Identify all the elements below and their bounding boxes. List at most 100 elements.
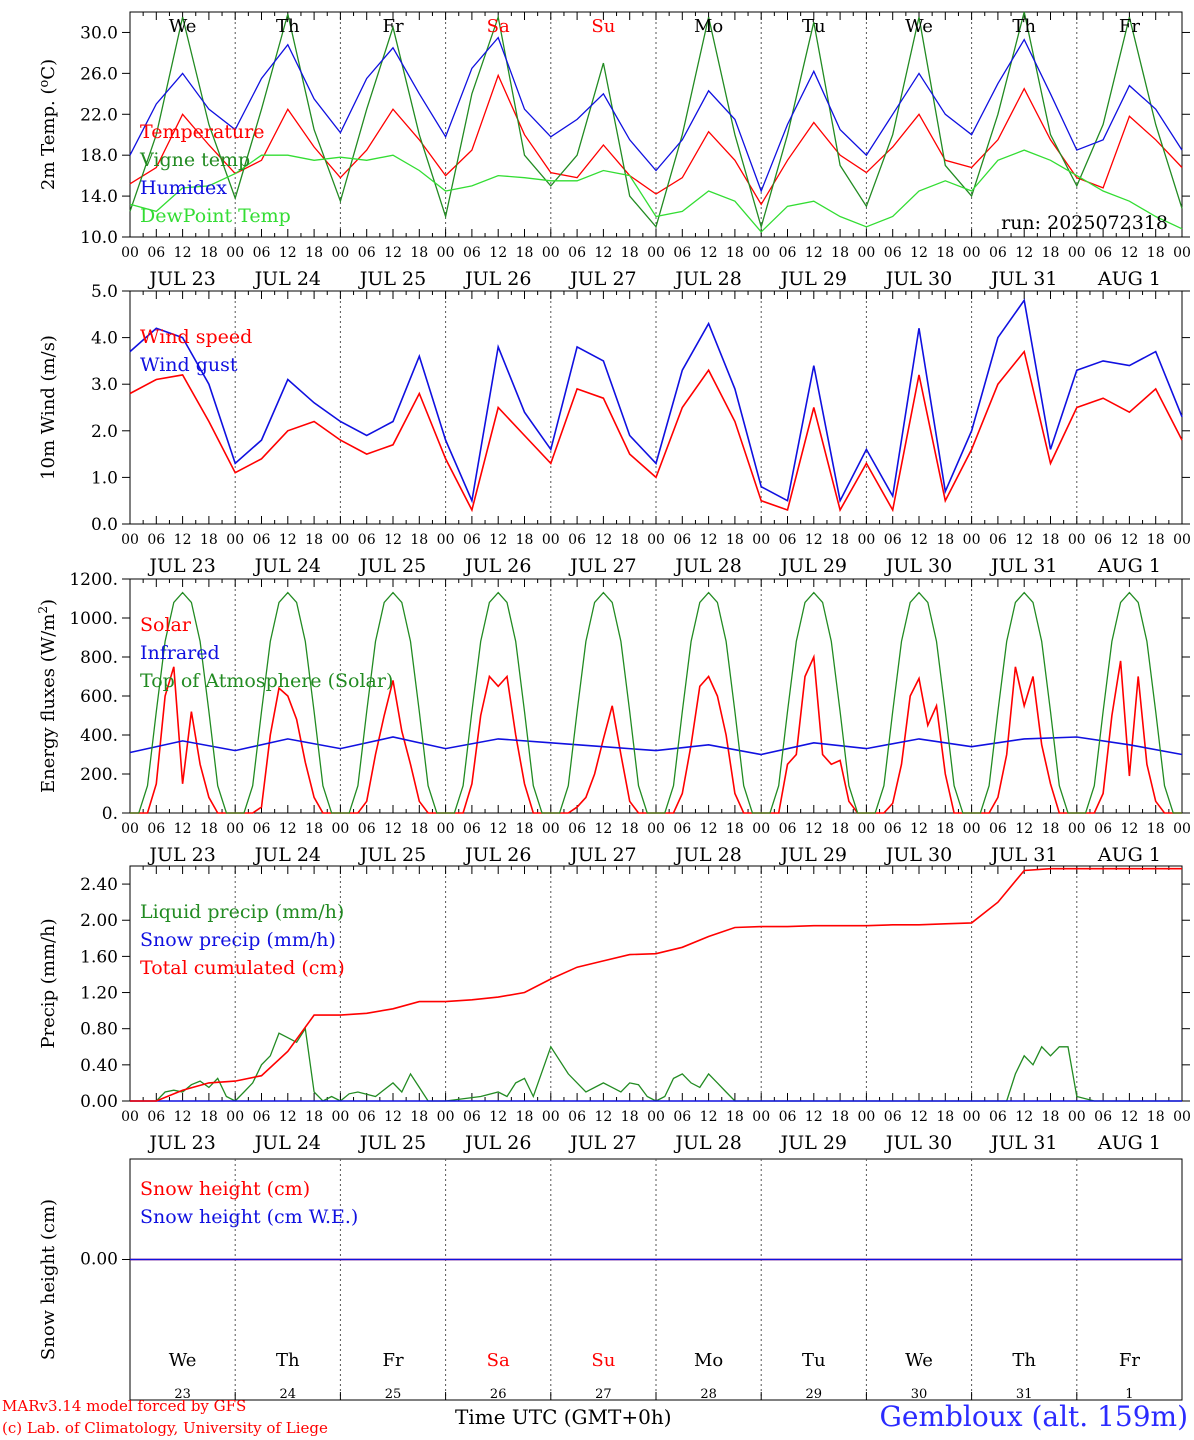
hour-tick-label: 12 [1015, 245, 1033, 261]
hour-tick-label: 00 [226, 245, 244, 261]
day-number-label: 29 [806, 1387, 823, 1402]
day-number-label: 1 [1125, 1387, 1133, 1402]
day-number-label: 24 [280, 1387, 297, 1402]
hour-tick-label: 06 [1094, 821, 1112, 837]
hour-tick-label: 00 [121, 1109, 139, 1125]
hour-tick-label: 00 [647, 821, 665, 837]
hour-tick-label: 18 [1042, 532, 1060, 548]
date-label: JUL 28 [673, 268, 741, 290]
weekday-label: We [169, 1350, 197, 1371]
hour-tick-label: 00 [963, 532, 981, 548]
date-label: JUL 30 [884, 1132, 952, 1154]
hour-tick-label: 06 [568, 532, 586, 548]
hour-tick-label: 18 [726, 532, 744, 548]
weekday-label: Fr [382, 16, 403, 37]
panel-1: 10.0 14.0 18.0 22.0 26.0 30.0 2m Temp. (oC) Tem… [37, 11, 1191, 290]
date-label: JUL 28 [673, 844, 741, 866]
hour-tick-label: 00 [331, 821, 349, 837]
weekday-label: Fr [1119, 1350, 1140, 1371]
day-number-label: 31 [1016, 1387, 1033, 1402]
hour-tick-label: 00 [437, 245, 455, 261]
weekday-label: We [905, 1350, 933, 1371]
hour-tick-label: 12 [489, 532, 507, 548]
y-tick-label: 10.0 [80, 228, 118, 248]
hour-tick-label: 12 [174, 532, 192, 548]
y-tick-label: 2.0 [91, 422, 118, 442]
hour-tick-label: 18 [621, 532, 639, 548]
hour-tick-label: 06 [358, 245, 376, 261]
superscript: 2 [36, 606, 50, 614]
date-label: JUL 27 [568, 555, 636, 577]
y-tick-label: 4.0 [91, 329, 118, 349]
y-tick-label: 14.0 [80, 187, 118, 207]
hour-tick-label: 18 [410, 821, 428, 837]
date-label: JUL 27 [568, 1132, 636, 1154]
hour-tick-label: 00 [226, 1109, 244, 1125]
y-tick-label: 800. [80, 648, 118, 668]
y-tick-label: 0.40 [80, 1056, 118, 1076]
weekday-label: Tu [802, 16, 826, 37]
hour-tick-label: 06 [884, 245, 902, 261]
hour-tick-label: 00 [542, 245, 560, 261]
hour-tick-label: 00 [752, 532, 770, 548]
hour-tick-label: 12 [384, 532, 402, 548]
hour-tick-label: 18 [831, 821, 849, 837]
weekday-label: Th [276, 1350, 300, 1371]
y-tick-label: 0.00 [80, 1092, 118, 1112]
hour-tick-label: 18 [516, 1109, 534, 1125]
y-axis-label: 2m Temp. (oC) [37, 59, 59, 190]
y-tick-label: 0.00 [80, 1250, 118, 1270]
hour-tick-label: 12 [1015, 821, 1033, 837]
date-label: AUG 1 [1097, 844, 1161, 866]
hour-tick-label: 12 [594, 532, 612, 548]
hour-tick-label: 00 [647, 245, 665, 261]
hour-tick-label: 00 [331, 1109, 349, 1125]
hour-tick-label: 06 [1094, 1109, 1112, 1125]
hour-tick-label: 06 [673, 245, 691, 261]
hour-tick-label: 00 [331, 245, 349, 261]
hour-tick-label: 12 [700, 245, 718, 261]
hour-tick-label: 00 [1173, 1109, 1191, 1125]
hour-tick-label: 12 [910, 245, 928, 261]
y-tick-label: 200. [80, 765, 118, 785]
hour-tick-label: 06 [358, 532, 376, 548]
day-number-label: 25 [385, 1387, 402, 1402]
hour-tick-label: 06 [463, 821, 481, 837]
date-label: JUL 30 [884, 555, 952, 577]
hour-tick-label: 00 [1068, 245, 1086, 261]
date-label: JUL 30 [884, 268, 952, 290]
hour-tick-label: 18 [1147, 245, 1165, 261]
hour-tick-label: 06 [147, 821, 165, 837]
hour-tick-label: 00 [226, 821, 244, 837]
hour-tick-label: 12 [489, 245, 507, 261]
hour-tick-label: 12 [910, 532, 928, 548]
hour-tick-label: 06 [779, 821, 797, 837]
hour-tick-label: 06 [568, 821, 586, 837]
hour-tick-label: 12 [910, 821, 928, 837]
hour-tick-label: 18 [305, 532, 323, 548]
y-tick-label: 600. [80, 687, 118, 707]
hour-tick-label: 18 [516, 245, 534, 261]
day-number-label: 27 [595, 1387, 612, 1402]
hour-tick-label: 12 [174, 245, 192, 261]
hour-tick-label: 06 [673, 532, 691, 548]
hour-tick-label: 18 [621, 245, 639, 261]
date-label: JUL 25 [358, 555, 426, 577]
date-label: JUL 28 [673, 1132, 741, 1154]
series-line-dewpoint-temp [129, 149, 1183, 233]
y-tick-label: 2.00 [80, 911, 118, 931]
date-label: AUG 1 [1097, 1132, 1161, 1154]
date-label: JUL 28 [673, 555, 741, 577]
hour-tick-label: 00 [857, 532, 875, 548]
date-label: JUL 25 [358, 844, 426, 866]
hour-tick-label: 00 [437, 1109, 455, 1125]
y-tick-label: 400. [80, 726, 118, 746]
hour-tick-label: 00 [1173, 532, 1191, 548]
hour-tick-label: 00 [857, 245, 875, 261]
hour-tick-label: 06 [568, 1109, 586, 1125]
date-label: JUL 27 [568, 844, 636, 866]
hour-tick-label: 06 [779, 532, 797, 548]
hour-tick-label: 06 [253, 532, 271, 548]
weekday-label: Mo [694, 1350, 723, 1371]
panel-5: 0.00 Snow height (cm) Snow height (cm) Snow… [38, 1158, 1183, 1402]
